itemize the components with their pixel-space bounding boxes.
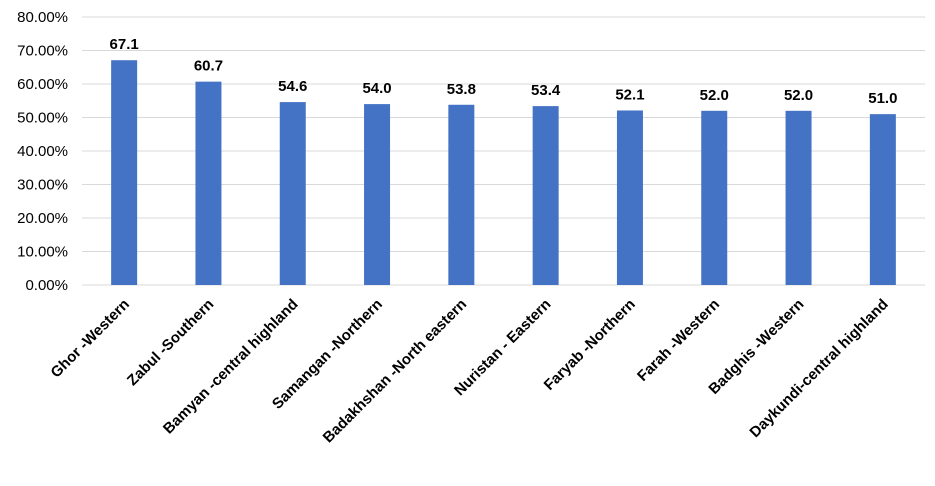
- bar-5: [532, 106, 559, 285]
- data-label-3: 54.0: [362, 80, 391, 97]
- data-labels: 67.1 60.7 54.6 54.0 53.8 53.4 52.1 52.0 52.0 51.0: [110, 36, 898, 107]
- bar-1: [195, 81, 222, 285]
- y-axis-tick-labels: 0.00% 10.00% 20.00% 30.00% 40.00% 50.00% 60.00…: [17, 9, 68, 294]
- x-tick-label-2: Bamyan -central highland: [160, 296, 302, 438]
- bar-8: [785, 110, 812, 285]
- x-tick-label-0: Ghor -Western: [47, 296, 132, 381]
- data-label-9: 51.0: [868, 90, 897, 107]
- data-label-0: 67.1: [110, 36, 139, 53]
- bars: [111, 60, 896, 286]
- x-tick-label-1: Zabul -Southern: [124, 296, 217, 389]
- bar-6: [616, 110, 643, 285]
- data-label-8: 52.0: [784, 87, 813, 104]
- y-tick-label: 80.00%: [17, 9, 68, 26]
- y-tick-label: 40.00%: [17, 143, 68, 160]
- data-label-2: 54.6: [278, 78, 307, 95]
- y-tick-label: 60.00%: [17, 76, 68, 93]
- x-tick-label-9: Daykundi-central highland: [746, 296, 891, 441]
- y-tick-label: 20.00%: [17, 210, 68, 227]
- y-tick-label: 30.00%: [17, 177, 68, 194]
- y-tick-label: 50.00%: [17, 110, 68, 127]
- x-tick-label-4: Badakhshan -North eastern: [320, 296, 471, 447]
- bar-7: [701, 110, 728, 285]
- data-label-7: 52.0: [700, 87, 729, 104]
- y-tick-label: 0.00%: [25, 277, 68, 294]
- gridlines: [82, 16, 925, 286]
- bar-0: [111, 60, 138, 286]
- bar-4: [448, 104, 475, 286]
- bar-9: [869, 114, 896, 286]
- y-tick-label: 10.00%: [17, 244, 68, 261]
- data-label-4: 53.8: [447, 81, 476, 98]
- data-label-1: 60.7: [194, 58, 223, 75]
- data-label-5: 53.4: [531, 82, 561, 99]
- x-tick-label-6: Faryab -Northern: [541, 296, 639, 394]
- bar-2: [279, 102, 306, 285]
- y-tick-label: 70.00%: [17, 43, 68, 60]
- x-tick-label-7: Farah -Western: [634, 296, 723, 385]
- bar-3: [364, 104, 391, 285]
- data-label-6: 52.1: [615, 86, 644, 103]
